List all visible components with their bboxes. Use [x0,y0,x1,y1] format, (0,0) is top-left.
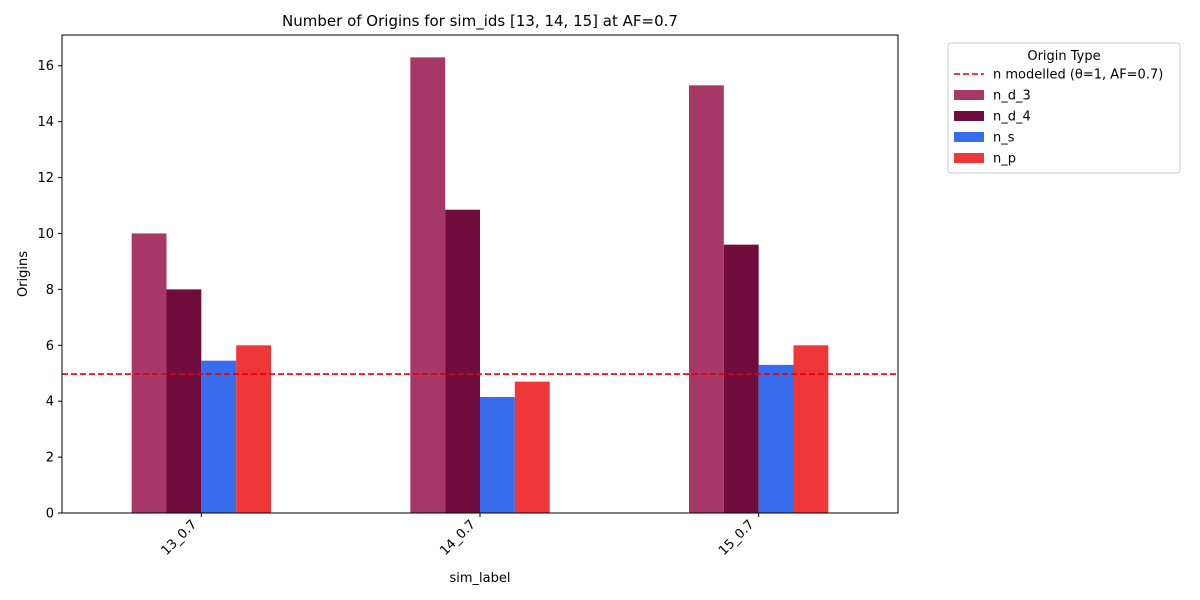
y-tick-label: 2 [46,451,54,466]
legend-label-n_d_3: n_d_3 [993,89,1031,104]
legend-swatch-n_s [954,132,984,142]
bar-n_p-15_0.7 [793,345,829,513]
legend-swatch-n_p [954,153,984,163]
bar-n_s-13_0.7 [201,360,237,513]
x-axis: 13_0.7 14_0.7 15_0.7 [159,513,760,559]
y-tick-label: 4 [46,395,54,410]
y-tick-label: 16 [37,59,54,74]
y-tick-label: 0 [46,507,54,522]
y-tick-label: 10 [37,227,54,242]
y-tick-label: 14 [37,115,54,130]
bar-n_d_3-15_0.7 [689,85,724,513]
legend-swatch-n_d_4 [954,111,984,121]
legend: Origin Type n modelled (θ=1, AF=0.7) n_d_… [947,42,1181,174]
bar-n_s-15_0.7 [758,364,794,513]
bar-n_d_4-13_0.7 [166,289,202,513]
bar-n_d_3-13_0.7 [131,233,167,513]
bar-n_p-14_0.7 [514,381,550,513]
bars-layer [131,57,829,514]
y-tick-label: 8 [46,283,54,298]
chart-title: Number of Origins for sim_ids [13, 14, 1… [282,12,678,31]
bar-n_d_4-14_0.7 [445,209,480,514]
legend-box [947,42,1181,174]
bar-n_p-13_0.7 [236,345,271,513]
legend-label-n_d_4: n_d_4 [993,110,1031,125]
bar-n_d_4-15_0.7 [723,244,759,514]
legend-title: Origin Type [1027,49,1100,64]
x-axis-label: sim_label [450,571,511,586]
x-tick-label: 13_0.7 [159,517,201,559]
legend-label-n_s: n_s [993,131,1015,146]
bar-n_d_3-14_0.7 [410,57,446,513]
y-tick-label: 12 [37,171,54,186]
x-tick-label: 15_0.7 [716,517,758,559]
legend-label-reference-line: n modelled (θ=1, AF=0.7) [993,68,1163,83]
y-axis: 0 2 4 6 8 10 12 14 16 [37,59,62,522]
y-tick-label: 6 [46,339,54,354]
legend-swatch-n_d_3 [954,90,984,100]
bar-n_s-14_0.7 [480,396,515,513]
y-axis-label: Origins [16,251,31,297]
legend-label-n_p: n_p [993,152,1016,167]
x-tick-label: 14_0.7 [437,517,479,559]
